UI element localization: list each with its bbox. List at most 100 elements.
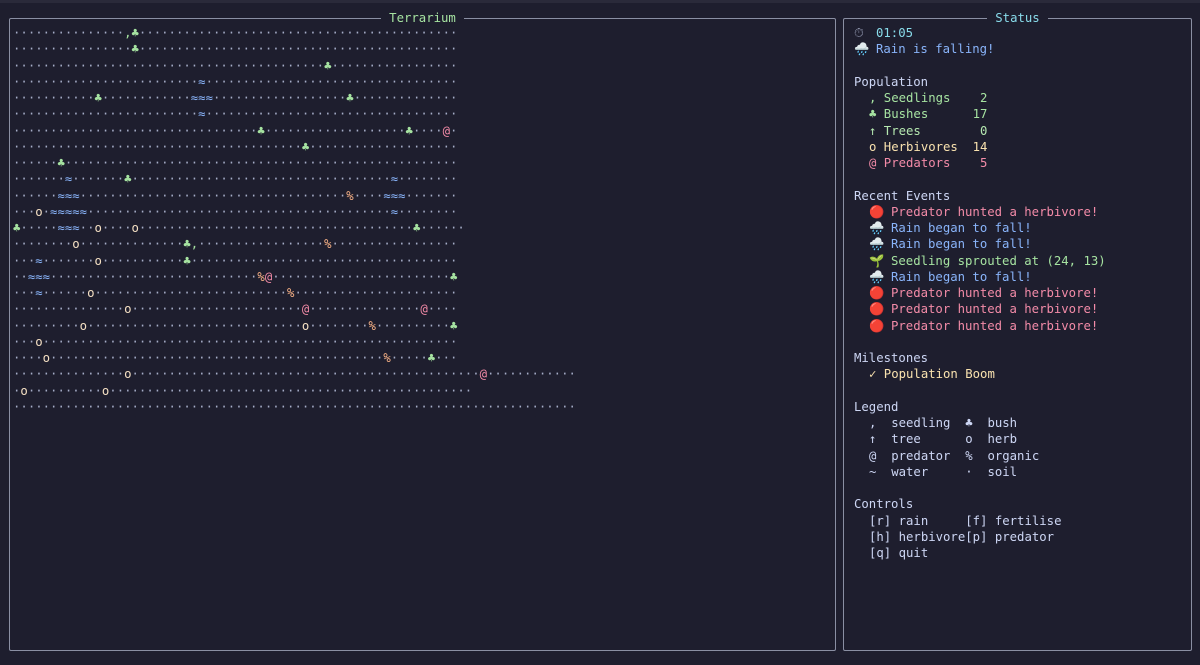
cell: · (220, 204, 228, 219)
cell: · (398, 237, 406, 252)
cell: · (346, 107, 354, 122)
cell: · (13, 91, 21, 105)
cell: · (420, 156, 428, 170)
milestone-icon: ✓ (869, 367, 877, 382)
cell: · (72, 139, 80, 154)
cell: · (205, 172, 213, 187)
cell: · (79, 188, 88, 203)
cell: · (138, 237, 147, 252)
cell: · (324, 188, 332, 203)
cell: · (72, 26, 80, 40)
cell: · (146, 204, 154, 219)
cell: · (35, 26, 43, 40)
cell: · (287, 139, 295, 154)
cell: · (420, 139, 428, 154)
cell: · (175, 188, 184, 203)
cell: · (390, 269, 399, 284)
cell: · (257, 42, 265, 57)
cell: · (324, 383, 332, 398)
cell: · (368, 399, 376, 414)
cell: ≈ (35, 253, 43, 268)
cell: · (50, 42, 58, 57)
cell: · (64, 107, 73, 122)
cell: · (101, 156, 110, 170)
cell: · (368, 188, 376, 203)
cell: · (153, 334, 162, 349)
status-panel: Status ⏱ 01:05 🌧️ Rain is falling! Populatio… (843, 11, 1192, 651)
cell: · (338, 286, 347, 300)
cell: · (331, 156, 339, 170)
grid-row: ······♣·································… (13, 155, 576, 171)
cell: · (538, 399, 547, 414)
cell: · (79, 237, 88, 252)
cell: · (427, 123, 436, 138)
cell: · (272, 383, 280, 398)
legend-symbol: ♣ (965, 416, 973, 430)
weather: Rain is falling! (876, 42, 995, 57)
cell: · (146, 58, 154, 73)
cell: · (227, 74, 236, 89)
cell: · (116, 318, 125, 333)
cell: · (316, 188, 325, 203)
cell: · (368, 237, 376, 252)
cell: · (146, 237, 154, 252)
cell: · (212, 107, 221, 122)
cell: · (272, 42, 280, 57)
cell: · (412, 139, 421, 154)
cell: · (361, 123, 369, 138)
cell: · (383, 58, 391, 73)
cell: · (412, 91, 421, 105)
cell: · (316, 286, 325, 300)
cell: · (161, 26, 169, 40)
cell: · (227, 302, 236, 317)
cell: · (494, 399, 502, 414)
cell: · (346, 269, 354, 284)
cell: · (338, 172, 347, 187)
cell: · (227, 399, 236, 414)
cell: · (279, 221, 288, 235)
cell: · (264, 383, 273, 398)
cell: · (287, 351, 295, 365)
cell: · (124, 318, 132, 333)
cell: · (183, 107, 191, 122)
cell: · (294, 204, 302, 219)
cell: · (346, 334, 354, 349)
cell: · (442, 156, 450, 170)
cell: · (183, 123, 191, 138)
cell: · (338, 351, 347, 365)
cell: · (442, 318, 450, 333)
cell: · (109, 58, 117, 73)
cell: · (368, 367, 376, 382)
cell: · (449, 188, 458, 203)
cell: · (568, 399, 576, 414)
cell: · (412, 383, 421, 398)
cell: · (13, 318, 21, 333)
cell: · (257, 318, 265, 333)
cell: · (220, 237, 228, 252)
cell: · (324, 156, 332, 170)
cell: · (27, 286, 36, 300)
cell: · (361, 237, 369, 252)
cell: · (138, 399, 147, 414)
cell: · (50, 91, 58, 105)
cell: · (398, 221, 406, 235)
cell: · (398, 399, 406, 414)
cell: · (161, 302, 169, 317)
cell: · (301, 172, 310, 187)
cell: · (212, 74, 221, 89)
cell: · (279, 188, 288, 203)
cell: · (242, 269, 250, 284)
population-row: , Seedlings 2 (854, 90, 1106, 106)
cell: · (279, 91, 288, 105)
cell: · (242, 123, 250, 138)
cell: · (109, 204, 117, 219)
cell: · (27, 204, 36, 219)
cell: · (272, 139, 280, 154)
cell: · (220, 123, 228, 138)
cell: · (324, 399, 332, 414)
cell: · (361, 26, 369, 40)
cell: · (101, 139, 110, 154)
cell: · (138, 204, 147, 219)
cell: · (64, 58, 73, 73)
cell: · (57, 74, 65, 89)
